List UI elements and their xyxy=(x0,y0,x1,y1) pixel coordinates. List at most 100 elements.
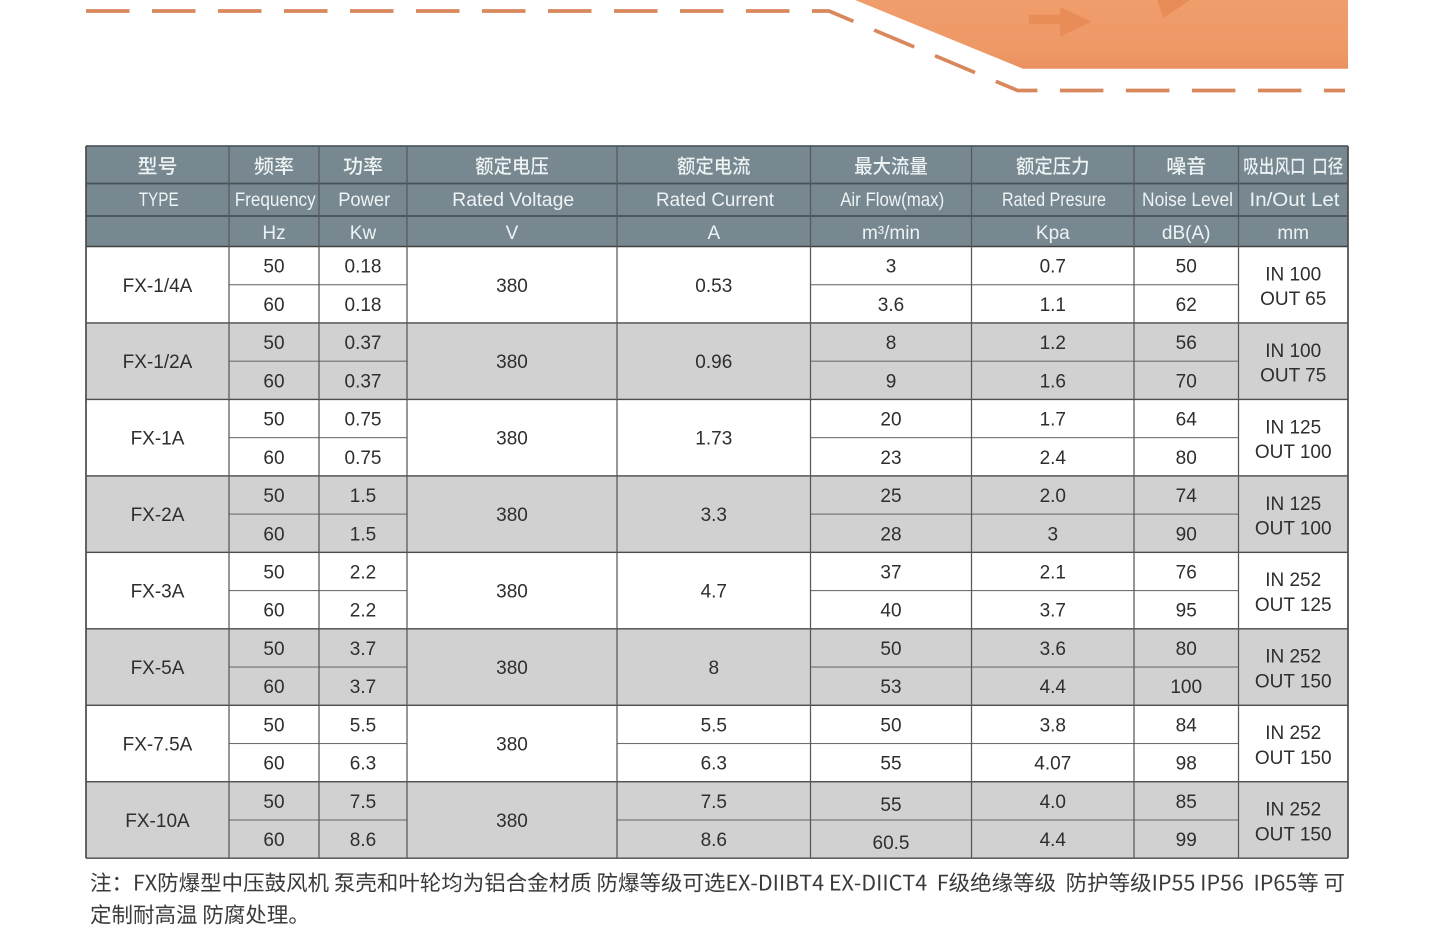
svg-text:FX-1A: FX-1A xyxy=(131,429,185,450)
svg-text:0.75: 0.75 xyxy=(345,410,382,431)
svg-text:60: 60 xyxy=(263,448,284,469)
svg-text:FX-1/4A: FX-1/4A xyxy=(123,276,193,297)
svg-text:V: V xyxy=(506,223,519,244)
svg-text:m³/min: m³/min xyxy=(862,223,920,244)
svg-text:3.7: 3.7 xyxy=(350,639,376,660)
svg-text:3.6: 3.6 xyxy=(1040,639,1066,660)
svg-text:TYPE: TYPE xyxy=(139,190,179,211)
svg-text:1.2: 1.2 xyxy=(1040,333,1066,354)
svg-text:60: 60 xyxy=(263,601,284,622)
svg-text:0.75: 0.75 xyxy=(345,448,382,469)
svg-text:1.7: 1.7 xyxy=(1040,410,1066,431)
svg-text:25: 25 xyxy=(880,486,901,507)
svg-text:Rated Current: Rated Current xyxy=(656,190,775,211)
svg-text:IN 100: IN 100 xyxy=(1265,264,1321,285)
svg-text:50: 50 xyxy=(263,639,284,660)
svg-text:OUT 125: OUT 125 xyxy=(1255,595,1332,616)
svg-text:7.5: 7.5 xyxy=(350,792,376,813)
svg-text:FX-3A: FX-3A xyxy=(131,582,185,603)
svg-text:FX-10A: FX-10A xyxy=(125,811,190,832)
svg-text:In/Out Let: In/Out Let xyxy=(1250,190,1341,211)
svg-text:60: 60 xyxy=(263,830,284,851)
svg-text:60: 60 xyxy=(263,371,284,392)
svg-text:380: 380 xyxy=(496,276,528,297)
svg-text:380: 380 xyxy=(496,429,528,450)
svg-text:6.3: 6.3 xyxy=(701,754,727,775)
svg-text:50: 50 xyxy=(263,257,284,278)
svg-text:6.3: 6.3 xyxy=(350,754,376,775)
svg-text:8.6: 8.6 xyxy=(350,830,376,851)
svg-text:5.5: 5.5 xyxy=(701,715,727,736)
svg-text:0.18: 0.18 xyxy=(345,295,382,316)
svg-text:OUT 100: OUT 100 xyxy=(1255,442,1332,463)
svg-text:28: 28 xyxy=(880,524,901,545)
svg-text:40: 40 xyxy=(880,601,901,622)
svg-text:0.18: 0.18 xyxy=(345,257,382,278)
svg-text:20: 20 xyxy=(880,410,901,431)
svg-text:3.6: 3.6 xyxy=(878,295,904,316)
svg-text:55: 55 xyxy=(880,754,901,775)
svg-text:Rated Presure: Rated Presure xyxy=(1002,190,1106,211)
svg-text:1.6: 1.6 xyxy=(1040,371,1066,392)
svg-text:380: 380 xyxy=(496,735,528,756)
svg-text:50: 50 xyxy=(263,486,284,507)
svg-text:IN 100: IN 100 xyxy=(1265,341,1321,362)
svg-text:3.7: 3.7 xyxy=(350,677,376,698)
svg-text:3.3: 3.3 xyxy=(701,505,727,526)
svg-text:0.7: 0.7 xyxy=(1040,257,1066,278)
svg-text:99: 99 xyxy=(1176,830,1197,851)
svg-text:1.5: 1.5 xyxy=(350,486,376,507)
svg-text:380: 380 xyxy=(496,582,528,603)
svg-text:380: 380 xyxy=(496,658,528,679)
svg-text:1.5: 1.5 xyxy=(350,524,376,545)
svg-text:2.2: 2.2 xyxy=(350,563,376,584)
svg-text:380: 380 xyxy=(496,352,528,373)
svg-text:1.73: 1.73 xyxy=(695,429,732,450)
svg-text:3.7: 3.7 xyxy=(1040,601,1066,622)
svg-text:A: A xyxy=(707,223,720,244)
svg-text:380: 380 xyxy=(496,505,528,526)
svg-text:37: 37 xyxy=(880,563,901,584)
svg-text:62: 62 xyxy=(1176,295,1197,316)
svg-text:FX-7.5A: FX-7.5A xyxy=(123,735,193,756)
svg-text:50: 50 xyxy=(263,410,284,431)
svg-text:60: 60 xyxy=(263,677,284,698)
svg-text:50: 50 xyxy=(263,792,284,813)
svg-text:50: 50 xyxy=(880,639,901,660)
svg-text:Noise Level: Noise Level xyxy=(1142,190,1233,211)
svg-text:84: 84 xyxy=(1176,715,1198,736)
svg-text:OUT 150: OUT 150 xyxy=(1255,671,1332,692)
svg-text:50: 50 xyxy=(263,563,284,584)
svg-text:Frequency: Frequency xyxy=(235,190,316,211)
svg-text:IN 125: IN 125 xyxy=(1265,417,1321,438)
svg-text:80: 80 xyxy=(1176,639,1197,660)
svg-text:60: 60 xyxy=(263,295,284,316)
svg-text:3: 3 xyxy=(886,257,897,278)
svg-text:FX-5A: FX-5A xyxy=(131,658,185,679)
svg-text:50: 50 xyxy=(263,715,284,736)
svg-text:Air Flow(max): Air Flow(max) xyxy=(840,190,944,211)
svg-text:60.5: 60.5 xyxy=(873,833,910,854)
svg-text:4.7: 4.7 xyxy=(701,582,727,603)
svg-text:0.96: 0.96 xyxy=(695,352,732,373)
svg-text:OUT 150: OUT 150 xyxy=(1255,824,1332,845)
svg-text:Kpa: Kpa xyxy=(1036,223,1070,244)
svg-text:50: 50 xyxy=(263,333,284,354)
svg-text:2.1: 2.1 xyxy=(1040,563,1066,584)
svg-text:4.07: 4.07 xyxy=(1034,754,1071,775)
svg-text:1.1: 1.1 xyxy=(1040,295,1066,316)
svg-text:50: 50 xyxy=(880,715,901,736)
svg-text:7.5: 7.5 xyxy=(701,792,727,813)
svg-text:64: 64 xyxy=(1176,410,1198,431)
svg-text:60: 60 xyxy=(263,524,284,545)
svg-text:IN 252: IN 252 xyxy=(1265,647,1321,668)
svg-text:4.0: 4.0 xyxy=(1040,792,1066,813)
svg-text:56: 56 xyxy=(1176,333,1197,354)
svg-text:Power: Power xyxy=(338,190,391,211)
svg-text:0.37: 0.37 xyxy=(345,333,382,354)
svg-text:3: 3 xyxy=(1048,524,1059,545)
svg-text:IN 252: IN 252 xyxy=(1265,800,1321,821)
svg-text:5.5: 5.5 xyxy=(350,715,376,736)
svg-text:70: 70 xyxy=(1176,371,1197,392)
svg-text:80: 80 xyxy=(1176,448,1197,469)
